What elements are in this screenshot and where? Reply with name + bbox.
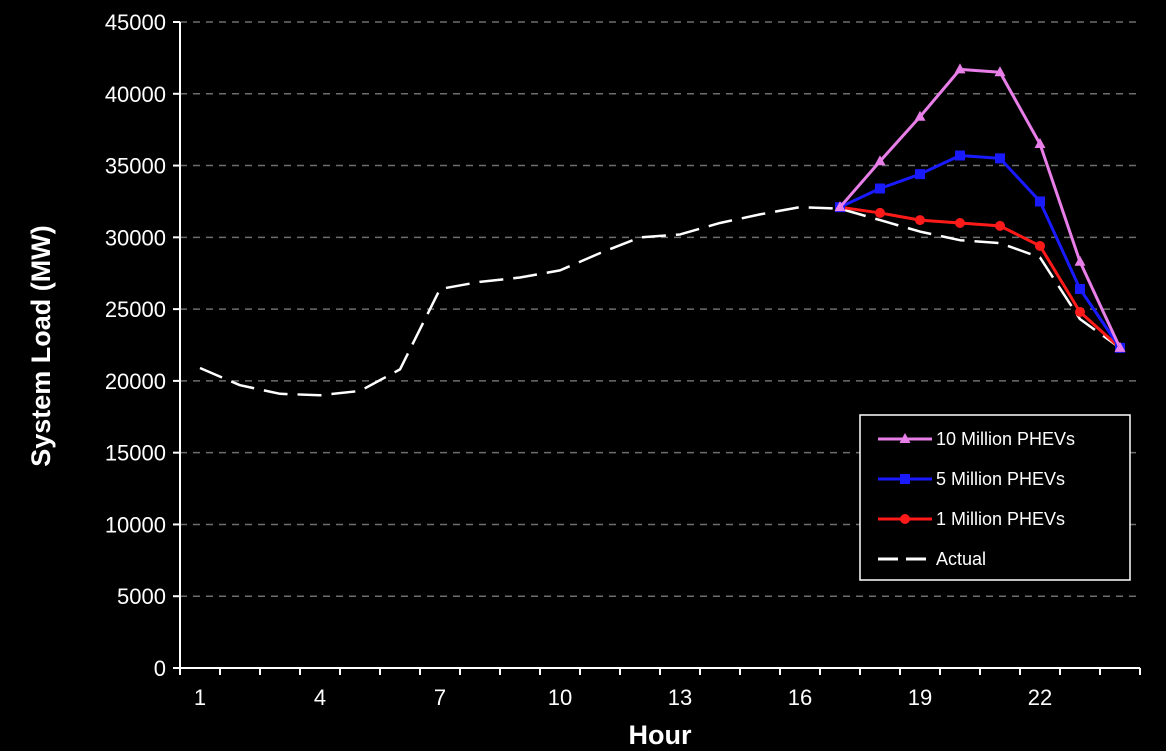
data-point (875, 183, 885, 194)
series-line (838, 67, 1122, 349)
y-tick-label: 35000 (105, 154, 166, 179)
y-tick-label: 30000 (105, 225, 166, 250)
legend-label: Actual (936, 549, 986, 569)
series-5-million-phevs (835, 150, 1125, 353)
y-tick-labels: 0 5000 10000 15000 20000 25000 30000 35000 40000… (105, 10, 166, 681)
y-tick-label: 10000 (105, 512, 166, 537)
series-line (839, 205, 1122, 349)
y-tick-label: 0 (154, 656, 166, 681)
x-tick-label: 7 (434, 685, 446, 710)
data-point (1035, 240, 1045, 251)
x-tick-label: 4 (314, 685, 326, 710)
data-point (994, 66, 1006, 77)
series-layer (199, 63, 1126, 397)
legend-marker (899, 433, 911, 443)
x-axis-title: Hour (629, 720, 692, 750)
legend-label: 1 Million PHEVs (936, 509, 1065, 529)
x-tick-label: 16 (788, 685, 812, 710)
data-point (915, 169, 925, 180)
data-point (915, 215, 925, 226)
data-point (955, 150, 965, 161)
data-point (875, 207, 885, 218)
data-point (874, 155, 886, 166)
data-point (1035, 196, 1045, 207)
series-actual (199, 205, 1121, 397)
legend-label: 10 Million PHEVs (936, 429, 1075, 449)
series-1-million-phevs (835, 202, 1125, 353)
data-point (954, 63, 966, 74)
x-tick-label: 22 (1028, 685, 1052, 710)
legend-marker (900, 514, 910, 524)
data-point (1074, 255, 1086, 266)
y-tick-label: 15000 (105, 441, 166, 466)
y-axis-title: System Load (MW) (26, 225, 56, 467)
series-line (839, 154, 1122, 349)
data-point (1114, 341, 1126, 352)
x-tick-label: 13 (668, 685, 692, 710)
data-point (1034, 138, 1046, 149)
data-point (995, 220, 1005, 231)
y-tick-label: 25000 (105, 297, 166, 322)
legend-marker (900, 474, 910, 484)
legend-label: 5 Million PHEVs (936, 469, 1065, 489)
data-point (914, 110, 926, 121)
data-point (834, 201, 846, 212)
y-tick-label: 20000 (105, 369, 166, 394)
x-tick-label: 19 (908, 685, 932, 710)
x-tick-labels: 1 4 7 10 13 16 19 22 (194, 685, 1052, 710)
y-tick-label: 40000 (105, 82, 166, 107)
series-10-million-phevs (834, 63, 1126, 352)
y-tick-label: 5000 (117, 584, 166, 609)
legend: 10 Million PHEVs 5 Million PHEVs 1 Million… (859, 414, 1131, 581)
y-tick-label: 45000 (105, 10, 166, 35)
data-point (995, 153, 1005, 164)
series-line (199, 205, 1121, 397)
axes (173, 21, 1141, 675)
data-point (955, 217, 965, 228)
data-point (1075, 284, 1085, 295)
x-tick-label: 10 (548, 685, 572, 710)
x-tick-label: 1 (194, 685, 206, 710)
data-point (1075, 306, 1085, 317)
